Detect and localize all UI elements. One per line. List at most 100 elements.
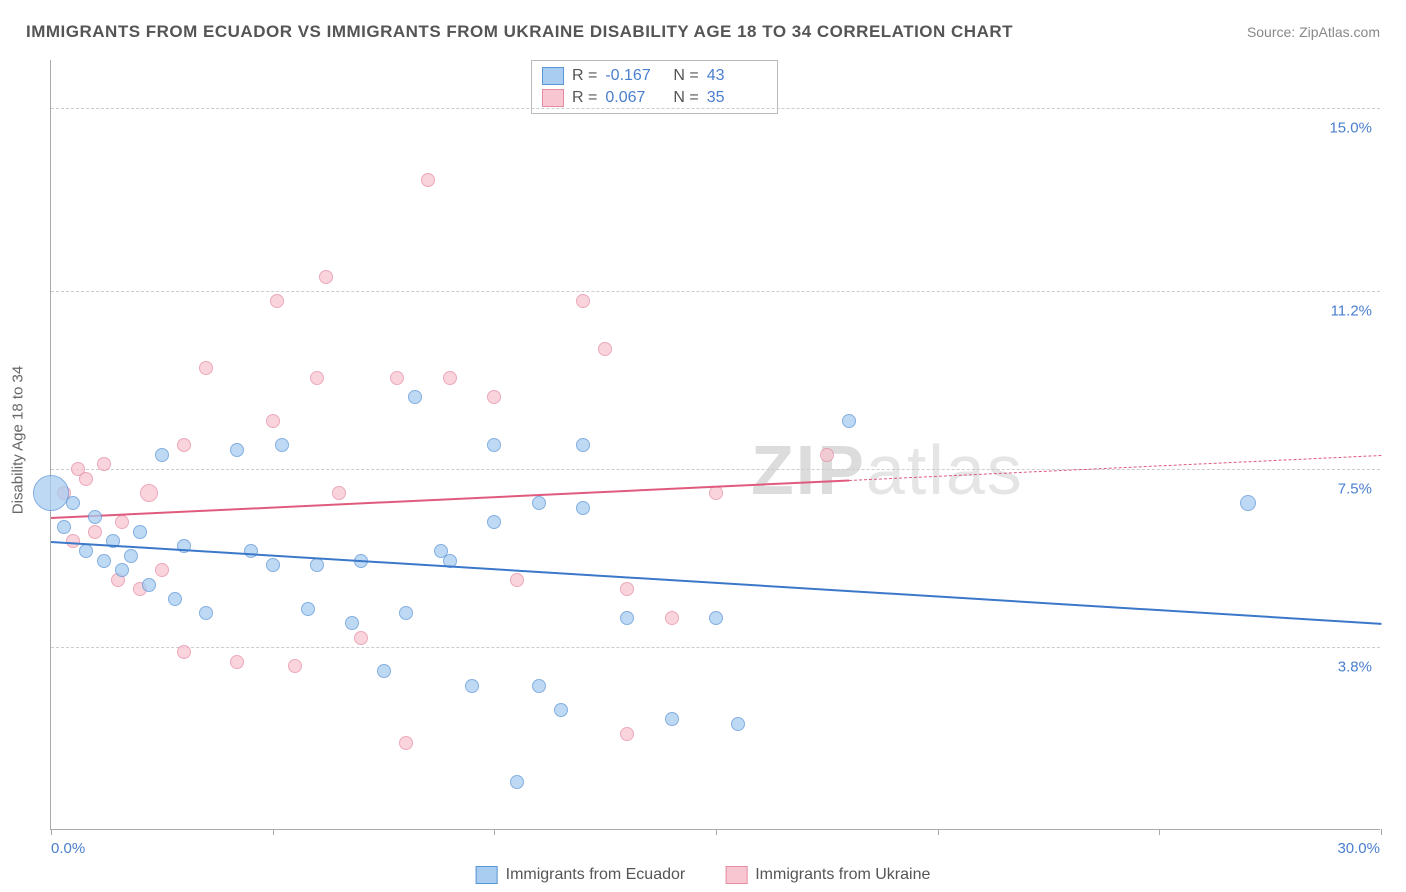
scatter-point-ukraine xyxy=(177,645,191,659)
scatter-point-ukraine xyxy=(140,484,158,502)
legend-stats-row-ecuador: R = -0.167 N = 43 xyxy=(542,65,767,87)
scatter-point-ecuador xyxy=(510,775,524,789)
scatter-point-ecuador xyxy=(155,448,169,462)
scatter-point-ukraine xyxy=(443,371,457,385)
x-tick xyxy=(1159,829,1160,835)
gridline xyxy=(51,469,1380,470)
scatter-point-ukraine xyxy=(288,659,302,673)
x-tick xyxy=(51,829,52,835)
scatter-point-ukraine xyxy=(97,457,111,471)
scatter-point-ukraine xyxy=(665,611,679,625)
scatter-point-ecuador xyxy=(487,438,501,452)
scatter-point-ecuador xyxy=(487,515,501,529)
legend-label-ecuador: Immigrants from Ecuador xyxy=(506,866,686,884)
scatter-point-ecuador xyxy=(301,602,315,616)
scatter-point-ukraine xyxy=(332,486,346,500)
scatter-point-ecuador xyxy=(465,679,479,693)
x-tick xyxy=(938,829,939,835)
stat-n-ecuador: 43 xyxy=(707,67,767,85)
y-axis-label: Disability Age 18 to 34 xyxy=(10,366,27,514)
x-tick xyxy=(1381,829,1382,835)
scatter-point-ecuador xyxy=(230,443,244,457)
gridline xyxy=(51,291,1380,292)
scatter-point-ecuador xyxy=(377,664,391,678)
x-axis-min-label: 0.0% xyxy=(51,840,85,857)
scatter-point-ecuador xyxy=(115,563,129,577)
scatter-point-ukraine xyxy=(310,371,324,385)
scatter-point-ukraine xyxy=(709,486,723,500)
scatter-point-ecuador xyxy=(408,390,422,404)
scatter-point-ecuador xyxy=(33,475,69,511)
scatter-point-ukraine xyxy=(319,270,333,284)
y-tick-label: 7.5% xyxy=(1338,481,1372,498)
scatter-point-ecuador xyxy=(532,679,546,693)
trend-line-ukraine xyxy=(51,480,849,520)
scatter-point-ukraine xyxy=(421,173,435,187)
scatter-point-ukraine xyxy=(620,582,634,596)
swatch-ecuador xyxy=(542,67,564,85)
scatter-point-ukraine xyxy=(510,573,524,587)
title-bar: IMMIGRANTS FROM ECUADOR VS IMMIGRANTS FR… xyxy=(26,22,1380,42)
scatter-point-ukraine xyxy=(390,371,404,385)
stat-r-label: R = xyxy=(572,67,597,85)
x-tick xyxy=(716,829,717,835)
trend-line-ukraine xyxy=(849,455,1381,481)
stat-r-ecuador: -0.167 xyxy=(605,67,665,85)
gridline xyxy=(51,647,1380,648)
scatter-point-ukraine xyxy=(88,525,102,539)
chart-title: IMMIGRANTS FROM ECUADOR VS IMMIGRANTS FR… xyxy=(26,22,1013,42)
scatter-point-ukraine xyxy=(620,727,634,741)
scatter-point-ecuador xyxy=(124,549,138,563)
scatter-point-ecuador xyxy=(79,544,93,558)
scatter-point-ecuador xyxy=(576,438,590,452)
scatter-point-ukraine xyxy=(354,631,368,645)
scatter-point-ecuador xyxy=(199,606,213,620)
scatter-point-ukraine xyxy=(199,361,213,375)
legend-item-ukraine: Immigrants from Ukraine xyxy=(725,866,930,884)
legend-stats-row-ukraine: R = 0.067 N = 35 xyxy=(542,87,767,109)
scatter-point-ecuador xyxy=(142,578,156,592)
scatter-point-ukraine xyxy=(115,515,129,529)
scatter-point-ecuador xyxy=(266,558,280,572)
scatter-point-ukraine xyxy=(266,414,280,428)
legend-stats-box: R = -0.167 N = 43 R = 0.067 N = 35 xyxy=(531,60,778,114)
scatter-point-ecuador xyxy=(620,611,634,625)
stat-n-label: N = xyxy=(673,67,698,85)
gridline xyxy=(51,108,1380,109)
swatch-ukraine xyxy=(542,89,564,107)
swatch-ecuador xyxy=(476,866,498,884)
scatter-point-ecuador xyxy=(133,525,147,539)
scatter-plot-area: ZIPatlas R = -0.167 N = 43 R = 0.067 N =… xyxy=(50,60,1380,830)
swatch-ukraine xyxy=(725,866,747,884)
stat-n-label: N = xyxy=(673,89,698,107)
scatter-point-ecuador xyxy=(275,438,289,452)
scatter-point-ecuador xyxy=(57,520,71,534)
scatter-point-ecuador xyxy=(709,611,723,625)
scatter-point-ecuador xyxy=(310,558,324,572)
chart-source: Source: ZipAtlas.com xyxy=(1247,24,1380,40)
bottom-legend: Immigrants from Ecuador Immigrants from … xyxy=(476,866,931,884)
scatter-point-ukraine xyxy=(399,736,413,750)
legend-label-ukraine: Immigrants from Ukraine xyxy=(755,866,930,884)
y-tick-label: 3.8% xyxy=(1338,659,1372,676)
y-tick-label: 11.2% xyxy=(1331,303,1372,320)
scatter-point-ecuador xyxy=(66,496,80,510)
stat-n-ukraine: 35 xyxy=(707,89,767,107)
scatter-point-ecuador xyxy=(97,554,111,568)
stat-r-ukraine: 0.067 xyxy=(605,89,665,107)
legend-item-ecuador: Immigrants from Ecuador xyxy=(476,866,686,884)
scatter-point-ecuador xyxy=(554,703,568,717)
scatter-point-ukraine xyxy=(576,294,590,308)
scatter-point-ukraine xyxy=(598,342,612,356)
scatter-point-ukraine xyxy=(177,438,191,452)
scatter-point-ukraine xyxy=(270,294,284,308)
x-tick xyxy=(273,829,274,835)
scatter-point-ukraine xyxy=(487,390,501,404)
scatter-point-ecuador xyxy=(1240,495,1256,511)
scatter-point-ecuador xyxy=(88,510,102,524)
scatter-point-ecuador xyxy=(399,606,413,620)
y-tick-label: 15.0% xyxy=(1329,120,1372,137)
stat-r-label: R = xyxy=(572,89,597,107)
scatter-point-ecuador xyxy=(345,616,359,630)
scatter-point-ecuador xyxy=(731,717,745,731)
